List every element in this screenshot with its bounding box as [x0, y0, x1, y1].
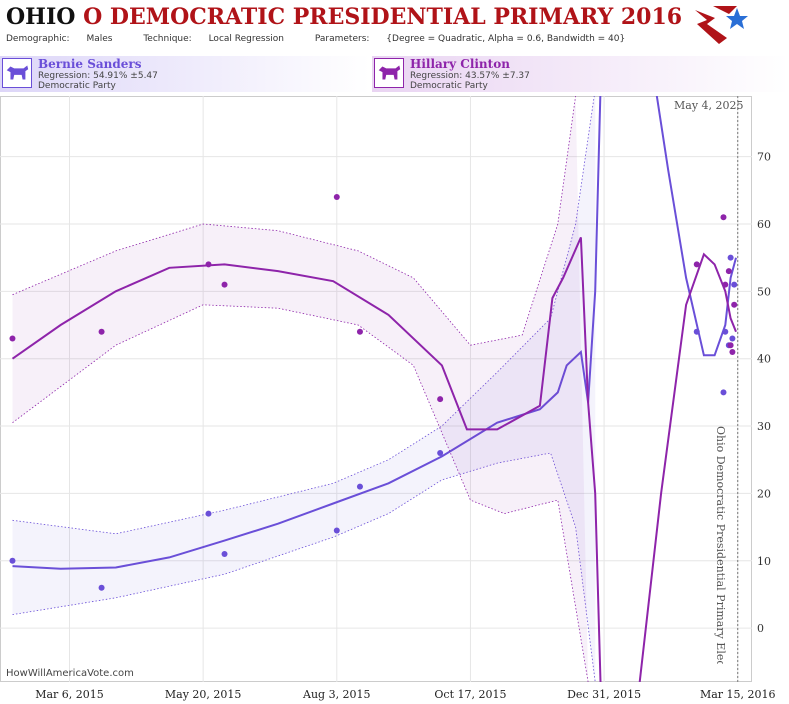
data-point — [722, 281, 729, 288]
data-point — [722, 328, 729, 335]
watermark: HowWillAmericaVote.com — [6, 668, 134, 679]
data-point — [729, 335, 736, 342]
event-label-text: Ohio Democratic Presidential Primary Ele… — [714, 426, 727, 664]
plot-frame — [0, 96, 752, 682]
confidence-band — [12, 96, 589, 682]
y-tick-label: 40 — [757, 353, 771, 366]
site-logo-icon — [695, 6, 748, 44]
candidate-name: Bernie Sanders — [38, 57, 142, 71]
page-title: OHIO O DEMOCRATIC PRESIDENTIAL PRIMARY 2… — [6, 4, 682, 30]
confidence-band — [12, 96, 596, 682]
election-title: O DEMOCRATIC PRESIDENTIAL PRIMARY 2016 — [83, 4, 683, 30]
candidate-name: Hillary Clinton — [410, 57, 510, 71]
data-point — [98, 328, 105, 335]
parameters-line: Demographic: Males Technique: Local Regr… — [6, 34, 653, 44]
y-tick-label: 30 — [757, 420, 771, 433]
state-name: OHIO — [6, 4, 76, 30]
data-point — [205, 261, 212, 268]
confidence-upper — [12, 96, 576, 346]
x-tick-label: Aug 3, 2015 — [302, 688, 371, 701]
y-tick-label: 0 — [757, 622, 764, 635]
data-point — [693, 328, 700, 335]
confidence-upper — [12, 96, 595, 535]
trend-line — [12, 96, 602, 570]
technique-info: Technique: Local Regression — [143, 34, 298, 44]
series-group — [9, 96, 738, 682]
data-point — [720, 389, 727, 396]
democratic-donkey-icon — [374, 58, 404, 88]
y-tick-label: 50 — [757, 285, 771, 298]
y-tick-label: 20 — [757, 487, 771, 500]
data-point — [221, 551, 228, 558]
data-point — [727, 254, 734, 261]
data-point — [98, 584, 105, 591]
data-point — [437, 449, 444, 456]
democratic-donkey-icon — [2, 58, 32, 88]
data-point — [729, 348, 736, 355]
data-point — [333, 527, 340, 534]
data-point — [720, 214, 727, 221]
x-tick-label: Oct 17, 2015 — [434, 688, 506, 701]
data-point — [356, 328, 363, 335]
data-point — [333, 194, 340, 201]
candidate-regression: Regression: 43.57% ±7.37 — [410, 71, 530, 81]
demographic-info: Demographic: Males — [6, 34, 126, 44]
demographic-value: Males — [86, 34, 113, 44]
x-tick-label: Mar 6, 2015 — [35, 688, 104, 701]
x-tick-label: Mar 15, 2016 — [700, 688, 776, 701]
y-tick-label: 10 — [757, 555, 771, 568]
data-point — [205, 510, 212, 517]
y-tick-label: 70 — [757, 151, 771, 164]
regression-chart: 0 10 20 30 40 50 60 70 Mar 6, 2015 May 20, 2015 Au… — [0, 96, 776, 701]
trend-line — [638, 252, 737, 682]
data-point — [9, 557, 16, 564]
data-point — [731, 281, 738, 288]
data-point — [437, 396, 444, 403]
technique-label: Technique: — [143, 34, 192, 44]
demographic-label: Demographic: — [6, 34, 70, 44]
data-point — [731, 301, 738, 308]
parameters-value: {Degree = Quadratic, Alpha = 0.6, Bandwi… — [386, 34, 626, 44]
data-point — [9, 335, 16, 342]
trend-line — [655, 96, 737, 357]
parameters-label: Parameters: — [314, 34, 370, 44]
parameters-info: Parameters: {Degree = Quadratic, Alpha =… — [315, 34, 639, 44]
candidate-party: Democratic Party — [38, 81, 116, 91]
current-date: May 4, 2025 — [674, 99, 744, 112]
data-point — [725, 268, 732, 275]
candidate-party: Democratic Party — [410, 81, 488, 91]
series-group — [9, 96, 738, 682]
data-point — [221, 281, 228, 288]
data-point — [356, 483, 363, 490]
x-tick-label: May 20, 2015 — [165, 688, 242, 701]
candidate-regression: Regression: 54.91% ±5.47 — [38, 71, 158, 81]
x-tick-label: Dec 31, 2015 — [567, 688, 641, 701]
data-point — [727, 342, 734, 349]
data-point — [693, 261, 700, 268]
candidate-sanders: Bernie Sanders Regression: 54.91% ±5.47 … — [0, 56, 370, 92]
event-label: Ohio Democratic Presidential Primary Ele… — [714, 426, 727, 664]
trend-line — [11, 236, 602, 682]
technique-value: Local Regression — [208, 34, 284, 44]
y-tick-label: 60 — [757, 218, 771, 231]
candidate-clinton: Hillary Clinton Regression: 43.57% ±7.37… — [372, 56, 789, 92]
